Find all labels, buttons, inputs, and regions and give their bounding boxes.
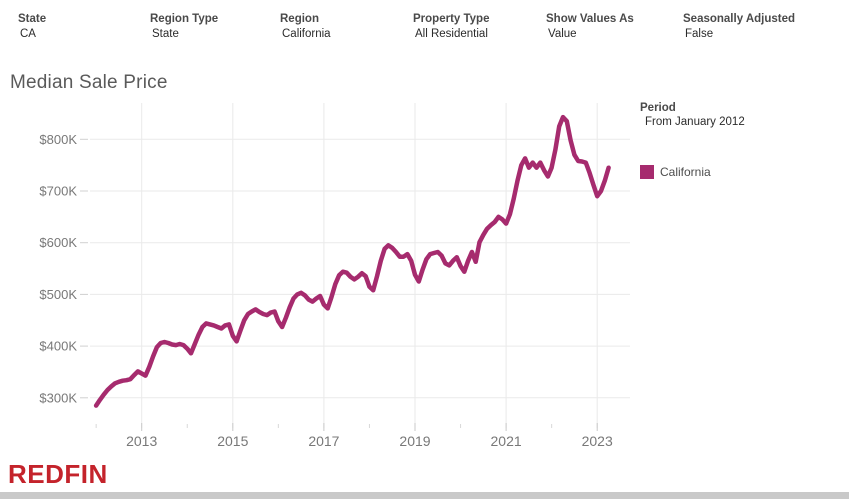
legend-entry-california[interactable]: California (640, 165, 711, 179)
y-tick-label: $500K (39, 287, 77, 302)
filter-value-region-type[interactable]: State (152, 28, 179, 40)
filter-region-type: Region Type State (150, 12, 218, 42)
filter-show-values-as: Show Values As Value (546, 12, 634, 42)
legend-panel: Period From January 2012 (640, 102, 840, 128)
x-tick-label: 2021 (491, 433, 522, 449)
filter-state: State CA (18, 12, 46, 42)
redfin-logo[interactable]: REDFIN (8, 459, 108, 489)
legend-period-value: From January 2012 (645, 116, 745, 128)
filter-seasonally-adjusted: Seasonally Adjusted False (683, 12, 795, 42)
filter-label: Seasonally Adjusted (683, 13, 796, 25)
legend-series-label: California (660, 165, 711, 179)
y-tick-label: $400K (39, 339, 77, 354)
filter-value-region[interactable]: California (282, 28, 331, 40)
horizontal-scrollbar[interactable] (0, 492, 849, 499)
x-tick-label: 2019 (399, 433, 430, 449)
series-line-california[interactable] (93, 114, 611, 408)
filter-label: Region Type (150, 13, 219, 25)
x-tick-label: 2013 (126, 433, 157, 449)
filter-label: State (18, 13, 47, 25)
filter-label: Region (280, 13, 319, 25)
x-tick-label: 2015 (217, 433, 248, 449)
filter-value-property-type[interactable]: All Residential (415, 28, 488, 40)
filter-value-state[interactable]: CA (20, 28, 36, 40)
filter-property-type: Property Type All Residential (413, 12, 489, 42)
y-tick-label: $300K (39, 390, 77, 405)
filter-label: Show Values As (546, 13, 634, 25)
x-tick-label: 2017 (308, 433, 339, 449)
chart-title: Median Sale Price (10, 72, 168, 93)
filter-label: Property Type (413, 13, 490, 25)
y-tick-label: $700K (39, 184, 77, 199)
y-tick-label: $800K (39, 132, 77, 147)
filter-value-show-values-as[interactable]: Value (548, 28, 577, 40)
filter-value-seasonally-adjusted[interactable]: False (685, 28, 714, 40)
chart-canvas: $300K $400K $500K $600K $700K $800K 2013 2015 20… (39, 103, 630, 449)
legend-period-label: Period (640, 102, 676, 114)
filter-region: Region California (280, 12, 331, 42)
y-tick-label: $600K (39, 235, 77, 250)
legend-color-swatch (640, 165, 654, 179)
x-tick-label: 2023 (582, 433, 613, 449)
